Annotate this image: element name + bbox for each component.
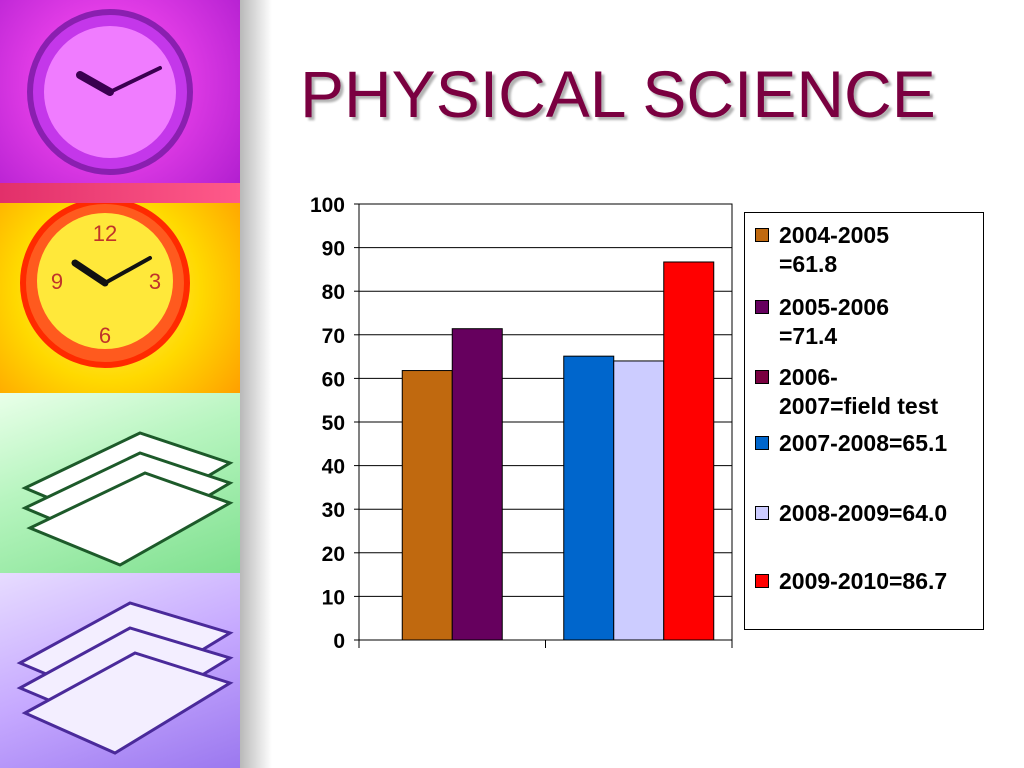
bar (451, 328, 503, 641)
strip-shadow (240, 0, 272, 768)
book-stack-icon (0, 393, 240, 573)
decorative-band (0, 183, 240, 203)
bar (401, 370, 453, 641)
legend-item: 2005-2006 =71.4 (755, 293, 984, 351)
legend-label: 2006- 2007=field test (779, 364, 939, 419)
bar (613, 360, 665, 641)
book-stack-icon (0, 573, 240, 768)
bar (563, 355, 615, 641)
y-tick-label: 90 (322, 238, 345, 261)
y-tick-label: 50 (322, 412, 345, 435)
legend-item: 2008-2009=64.0 (755, 499, 984, 528)
bar-chart: 0 10 20 30 40 50 60 70 80 90 100 (310, 194, 733, 653)
legend-item: 2007-2008=65.1 (755, 429, 984, 458)
legend-label: 2004-2005 =61.8 (779, 222, 889, 277)
legend-swatch (755, 506, 769, 520)
bar (663, 261, 715, 641)
legend-label: 2005-2006 =71.4 (779, 294, 889, 349)
page-title: PHYSICAL SCIENCE (300, 57, 936, 131)
legend-swatch (755, 436, 769, 450)
legend-swatch (755, 300, 769, 314)
y-tick-label: 0 (333, 630, 345, 653)
legend-item: 2004-2005 =61.8 (755, 221, 984, 279)
legend-item: 2006- 2007=field test (755, 363, 984, 421)
svg-text:9: 9 (51, 269, 63, 294)
clock-icon (0, 0, 240, 183)
svg-text:12: 12 (93, 221, 117, 246)
y-tick-label: 80 (322, 281, 345, 304)
legend-label: 2008-2009=64.0 (779, 500, 948, 526)
y-tick-label: 70 (322, 325, 345, 348)
clock-icon: 12 3 6 9 (0, 203, 240, 393)
y-tick-label: 10 (322, 586, 345, 609)
svg-text:6: 6 (99, 323, 111, 348)
legend-swatch (755, 370, 769, 384)
y-tick-label: 20 (322, 543, 345, 566)
y-tick-label: 30 (322, 499, 345, 522)
decorative-image-strip: 12 3 6 9 (0, 0, 240, 768)
legend-swatch (755, 228, 769, 242)
y-tick-label: 60 (322, 368, 345, 391)
y-tick-label: 100 (310, 194, 345, 217)
legend-item: 2009-2010=86.7 (755, 567, 984, 596)
legend-label: 2009-2010=86.7 (779, 568, 948, 594)
legend-label: 2007-2008=65.1 (779, 430, 948, 456)
legend-swatch (755, 574, 769, 588)
svg-text:3: 3 (149, 269, 161, 294)
y-tick-label: 40 (322, 456, 345, 479)
chart-legend: 2004-2005 =61.8 2005-2006 =71.4 2006- 2007… (744, 212, 984, 630)
